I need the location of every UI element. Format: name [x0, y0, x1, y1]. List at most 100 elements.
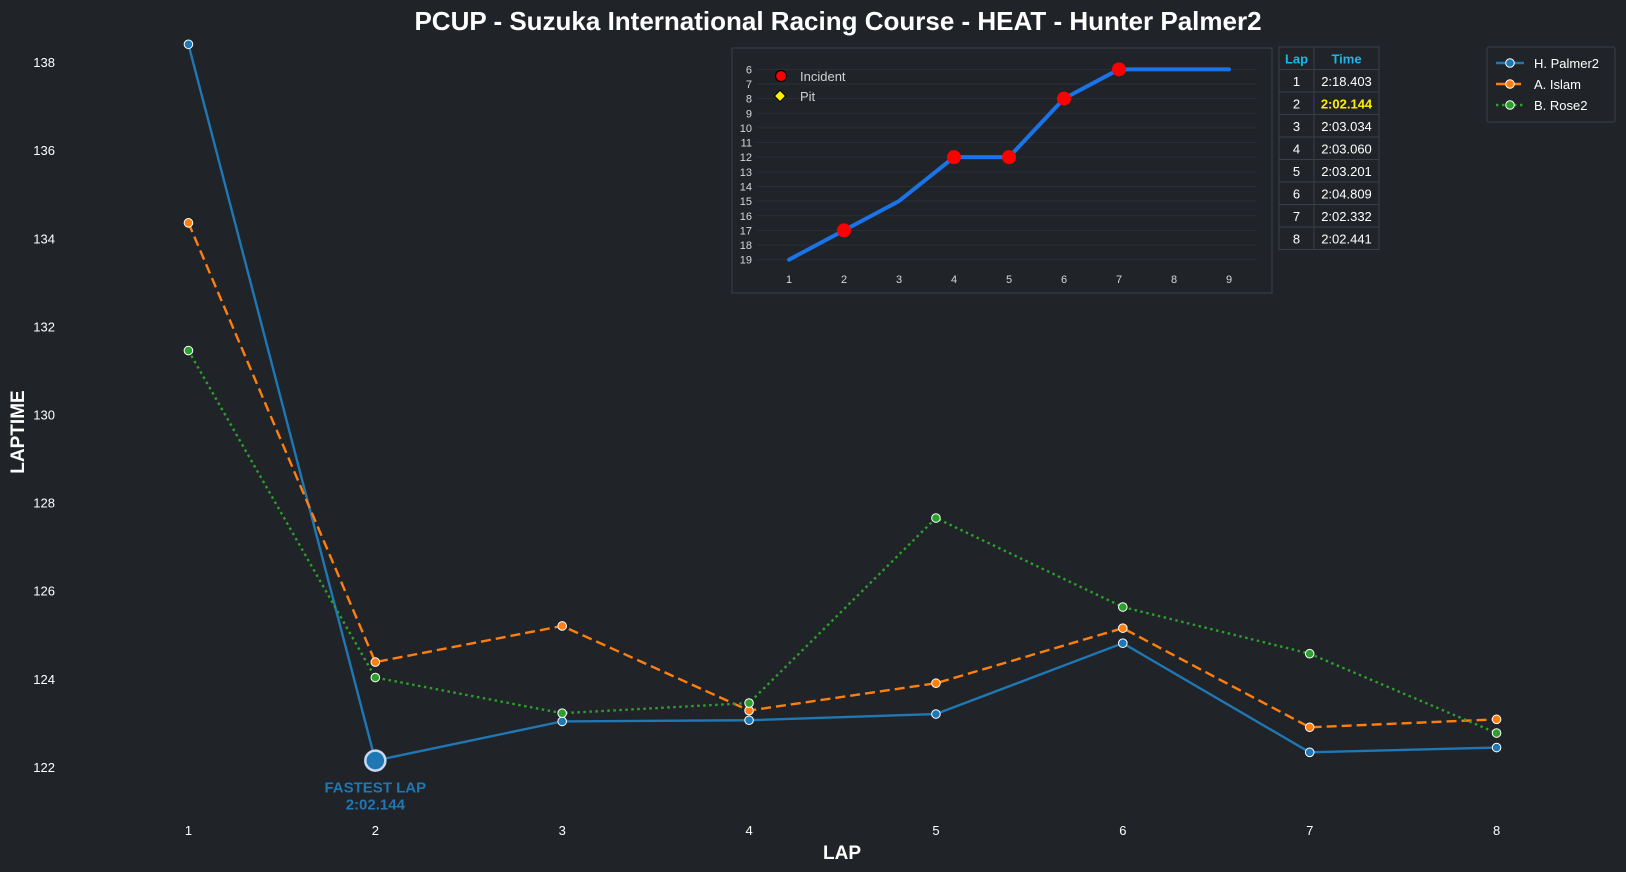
y-tick-label: 136	[33, 143, 55, 158]
y-axis-label: LAPTIME	[8, 390, 29, 473]
series-2	[183, 218, 1502, 733]
legend-item: A. Islam	[1496, 77, 1581, 92]
x-tick-label: 4	[745, 823, 752, 838]
table-cell: 2:18.403	[1321, 74, 1372, 89]
y-tick-label: 132	[33, 319, 55, 334]
table-header-cell: Time	[1331, 51, 1361, 66]
data-point	[931, 513, 941, 523]
inset-y-tick-label: 16	[740, 211, 752, 223]
inset-x-tick-label: 7	[1116, 274, 1122, 286]
inset-y-tick-label: 8	[746, 94, 752, 106]
y-tick-label: 128	[33, 496, 55, 511]
incident-marker	[837, 223, 851, 238]
incident-marker	[947, 150, 961, 165]
inset-y-tick-label: 17	[740, 225, 752, 237]
inset-grid	[757, 68, 1256, 261]
inset-x-tick-label: 2	[841, 274, 847, 286]
y-axis-ticks: 122 124 126 128 130 132 134 136 138	[33, 55, 55, 775]
table-cell: 2:03.201	[1321, 164, 1372, 179]
legend-swatch-marker	[1505, 79, 1515, 89]
data-point	[744, 698, 754, 708]
fastest-lap-label: FASTEST LAP	[324, 780, 426, 797]
fastest-lap-annotation: FASTEST LAP 2:02.144	[324, 749, 426, 814]
data-point	[557, 708, 567, 718]
inset-x-tick-label: 5	[1006, 274, 1012, 286]
table-cell: 2:04.809	[1321, 186, 1372, 201]
legend-label: H. Palmer2	[1534, 56, 1599, 71]
x-tick-label: 1	[185, 823, 192, 838]
series-3	[183, 345, 1502, 738]
y-tick-label: 122	[33, 760, 55, 775]
table-cell: 2:02.332	[1321, 209, 1372, 224]
inset-x-tick-label: 9	[1226, 274, 1232, 286]
series-line	[187, 43, 1497, 762]
y-tick-label: 126	[33, 584, 55, 599]
data-point	[1118, 623, 1128, 633]
legend-frame	[1486, 46, 1616, 123]
inset-position-line	[787, 62, 1231, 262]
inset-y-tick-label: 14	[740, 181, 752, 193]
y-tick-label: 138	[33, 55, 55, 70]
legend-item: B. Rose2	[1496, 98, 1587, 113]
chart-title: PCUP - Suzuka International Racing Cours…	[414, 6, 1261, 36]
table-cell: 2:03.060	[1321, 141, 1372, 156]
data-point	[183, 39, 194, 50]
pit-legend-label: Pit	[800, 89, 816, 104]
x-tick-label: 8	[1493, 823, 1500, 838]
inset-y-tick-label: 11	[741, 138, 752, 150]
data-point	[1491, 714, 1502, 725]
table-cell: 6	[1293, 186, 1300, 201]
series-layer	[183, 39, 1502, 766]
table-cell: 4	[1293, 141, 1300, 156]
incident-marker	[1002, 150, 1016, 165]
inset-x-tick-label: 1	[786, 274, 792, 286]
inset-y-tick-label: 10	[740, 123, 752, 135]
series-line	[187, 350, 1498, 735]
legend-swatch-marker	[1505, 100, 1515, 110]
data-point	[931, 709, 941, 719]
data-point	[557, 716, 567, 727]
data-point	[1304, 747, 1315, 758]
data-point	[183, 218, 194, 228]
data-point	[744, 715, 754, 726]
data-point	[1304, 648, 1315, 659]
data-point	[1118, 638, 1128, 648]
series-line	[187, 222, 1497, 729]
inset-x-ticks: 1 2 3 4 5 6 7 8 9	[786, 274, 1232, 286]
inset-y-ticks: 6 7 8 9 10 11 12 13 14 15 16 17 18 19	[740, 64, 752, 266]
y-tick-label: 124	[33, 672, 55, 687]
inset-y-tick-label: 15	[740, 196, 752, 208]
inset-y-tick-label: 18	[740, 240, 752, 252]
data-point	[1304, 722, 1315, 733]
inset-x-tick-label: 8	[1171, 274, 1177, 286]
lap-time-table: Lap Time 1 2:18.403 2 2:02.144 3 2:03.034 4 2:03.…	[1278, 46, 1380, 250]
x-tick-label: 3	[559, 823, 566, 838]
inset-y-tick-label: 6	[746, 64, 752, 76]
inset-frame	[731, 47, 1273, 294]
pit-legend-marker	[773, 89, 787, 103]
table-header-cell: Lap	[1285, 51, 1308, 66]
inset-legend: Incident Pit	[773, 69, 846, 104]
inset-y-tick-label: 12	[740, 152, 752, 164]
x-tick-label: 2	[372, 823, 379, 838]
data-point	[370, 657, 381, 667]
inset-y-tick-label: 7	[746, 79, 752, 91]
incident-legend-marker	[774, 69, 788, 83]
table-cell: 1	[1293, 74, 1300, 89]
inset-y-tick-label: 13	[740, 167, 752, 179]
y-tick-label: 134	[33, 231, 55, 246]
x-tick-label: 7	[1306, 823, 1313, 838]
inset-y-tick-label: 19	[740, 255, 752, 267]
x-axis-label: LAP	[823, 843, 861, 864]
inset-x-tick-label: 4	[951, 274, 957, 286]
data-point	[1491, 742, 1502, 753]
x-tick-label: 5	[932, 823, 939, 838]
table-cell: 5	[1293, 164, 1300, 179]
legend-label: A. Islam	[1534, 77, 1581, 92]
legend-label: B. Rose2	[1534, 98, 1587, 113]
incident-marker	[1112, 62, 1126, 77]
inset-x-tick-label: 3	[896, 274, 902, 286]
data-point	[1118, 602, 1128, 612]
